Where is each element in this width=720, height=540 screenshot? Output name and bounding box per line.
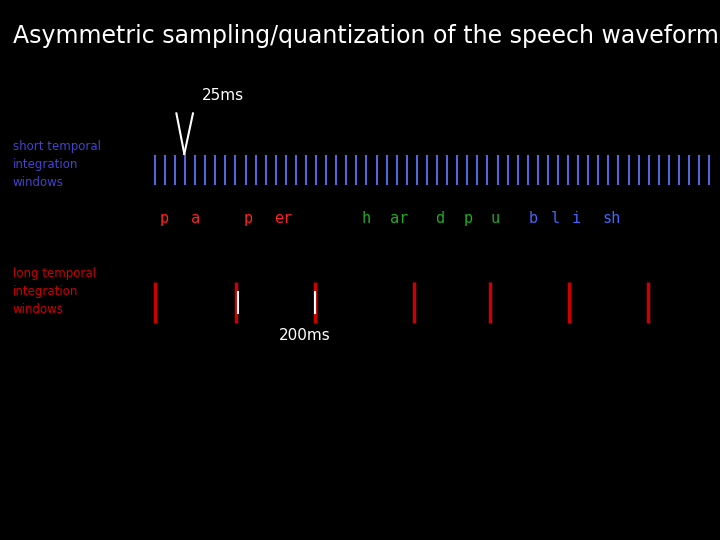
Text: p: p <box>244 211 253 226</box>
Text: i: i <box>572 211 580 226</box>
Text: 25ms: 25ms <box>202 87 244 103</box>
Text: b: b <box>528 211 537 226</box>
Text: h: h <box>361 211 370 226</box>
Text: short temporal
integration
windows: short temporal integration windows <box>13 140 101 189</box>
Text: 200ms: 200ms <box>279 328 331 343</box>
Text: Asymmetric sampling/quantization of the speech waveform: Asymmetric sampling/quantization of the … <box>13 24 719 48</box>
Text: l: l <box>552 211 560 226</box>
Text: d: d <box>435 211 444 226</box>
Text: sh: sh <box>603 211 621 226</box>
Text: ar: ar <box>390 211 409 226</box>
Text: a: a <box>192 211 200 226</box>
Text: long temporal
integration
windows: long temporal integration windows <box>13 267 96 316</box>
Text: u: u <box>491 211 500 226</box>
Text: p: p <box>160 211 168 226</box>
Text: p: p <box>464 211 472 226</box>
Text: er: er <box>274 211 292 226</box>
